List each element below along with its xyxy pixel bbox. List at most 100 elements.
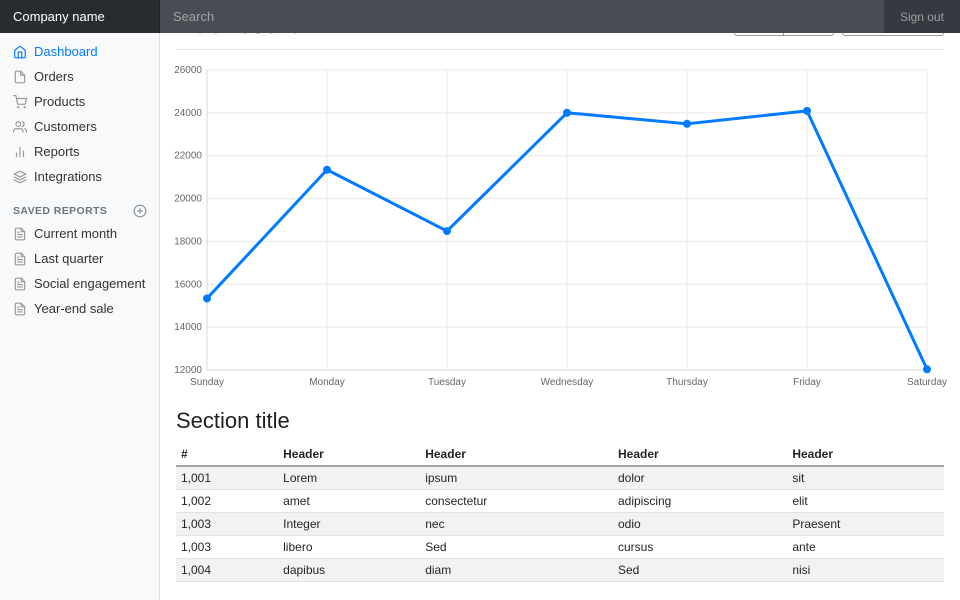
x-tick-label: Saturday bbox=[907, 377, 947, 388]
y-tick-label: 12000 bbox=[174, 365, 202, 376]
table-cell: Praesent bbox=[787, 512, 944, 536]
table-cell: elit bbox=[787, 489, 944, 513]
table-cell: nisi bbox=[787, 558, 944, 582]
y-tick-label: 14000 bbox=[174, 322, 202, 333]
saved-report-social-engagement[interactable]: Social engagement bbox=[0, 271, 160, 296]
sidebar-item-integrations[interactable]: Integrations bbox=[0, 164, 160, 189]
table-cell: dapibus bbox=[278, 558, 421, 582]
saved-report-label: Last quarter bbox=[34, 251, 104, 266]
section-title: Section title bbox=[176, 408, 290, 433]
table-row: 1,004 dapibus diam Sed nisi bbox=[176, 558, 944, 582]
data-point bbox=[323, 165, 331, 174]
table-row: 1,002 amet consectetur adipiscing elit bbox=[176, 489, 944, 513]
shopping-cart-icon bbox=[13, 94, 27, 109]
x-tick-label: Sunday bbox=[190, 377, 224, 388]
y-tick-label: 20000 bbox=[174, 194, 202, 205]
x-tick-label: Monday bbox=[309, 377, 345, 388]
table-cell: Sed bbox=[420, 535, 613, 559]
column-header: # bbox=[176, 443, 279, 467]
sidebar-item-label: Products bbox=[34, 94, 86, 109]
sidebar-item-dashboard[interactable]: Dashboard bbox=[0, 39, 160, 64]
x-tick-label: Thursday bbox=[666, 377, 708, 388]
data-point bbox=[803, 106, 811, 115]
table-cell: odio bbox=[612, 512, 788, 536]
data-point bbox=[443, 227, 451, 236]
column-header: Header bbox=[278, 443, 421, 467]
users-icon bbox=[13, 120, 27, 134]
column-header: Header bbox=[612, 443, 788, 467]
table-cell: dolor bbox=[612, 466, 788, 490]
saved-report-label: Social engagement bbox=[34, 276, 146, 291]
sidebar-item-label: Reports bbox=[34, 144, 80, 159]
x-tick-label: Tuesday bbox=[428, 377, 466, 388]
table-cell: adipiscing bbox=[612, 489, 788, 513]
brand-link[interactable]: Company name bbox=[0, 0, 160, 33]
x-tick-label: Wednesday bbox=[541, 377, 594, 388]
traffic-chart: 12000 14000 16000 18000 20000 22000 24000 26000… bbox=[174, 62, 947, 394]
saved-report-label: Current month bbox=[34, 226, 118, 241]
table-cell: 1,001 bbox=[176, 466, 279, 490]
sidebar-item-label: Customers bbox=[34, 119, 97, 134]
table-cell: 1,003 bbox=[176, 512, 279, 536]
file-icon bbox=[13, 70, 27, 84]
saved-report-label: Year-end sale bbox=[34, 301, 114, 316]
table-row: 1,003 libero Sed cursus ante bbox=[176, 535, 944, 559]
table-cell: ante bbox=[787, 535, 944, 559]
sidebar-item-reports[interactable]: Reports bbox=[0, 139, 160, 164]
column-header: Header bbox=[787, 443, 944, 467]
table-cell: ipsum bbox=[420, 466, 613, 490]
data-point bbox=[563, 108, 571, 117]
table-row: 1,003 Integer nec odio Praesent bbox=[176, 512, 944, 536]
table-cell: diam bbox=[420, 558, 613, 582]
sidebar-item-customers[interactable]: Customers bbox=[0, 114, 160, 139]
home-icon bbox=[13, 45, 27, 59]
y-tick-label: 24000 bbox=[174, 108, 202, 119]
table-cell: 1,004 bbox=[176, 558, 279, 582]
data-point bbox=[683, 119, 691, 128]
table-cell: amet bbox=[278, 489, 421, 513]
table-cell: Lorem bbox=[278, 466, 421, 490]
x-tick-label: Friday bbox=[793, 377, 821, 388]
table-cell: sit bbox=[787, 466, 944, 490]
plus-circle-icon[interactable] bbox=[133, 204, 147, 218]
data-table: # Header Header Header Header 1,001 Lorem ipsu… bbox=[176, 443, 944, 582]
search-input[interactable] bbox=[160, 0, 884, 33]
y-tick-label: 22000 bbox=[174, 151, 202, 162]
data-point bbox=[203, 294, 211, 303]
main-content: Dashboard Share Export This week 1200014… bbox=[160, 0, 960, 582]
layers-icon bbox=[13, 170, 27, 184]
table-cell: 1,003 bbox=[176, 535, 279, 559]
y-tick-label: 16000 bbox=[174, 279, 202, 290]
file-text-icon bbox=[13, 277, 27, 291]
sidebar-item-orders[interactable]: Orders bbox=[0, 64, 160, 89]
file-text-icon bbox=[13, 227, 27, 241]
data-point bbox=[923, 365, 931, 374]
table-cell: Integer bbox=[278, 512, 421, 536]
sidebar-nav: Dashboard Orders Products Customers Reports I… bbox=[0, 39, 160, 189]
sidebar-item-label: Integrations bbox=[34, 169, 102, 184]
saved-report-last-quarter[interactable]: Last quarter bbox=[0, 246, 160, 271]
table-cell: consectetur bbox=[420, 489, 613, 513]
table-cell: cursus bbox=[612, 535, 788, 559]
sidebar: Dashboard Orders Products Customers Reports I… bbox=[0, 33, 160, 600]
top-navbar: Company name Sign out bbox=[0, 0, 960, 33]
sign-out-link[interactable]: Sign out bbox=[899, 9, 944, 24]
saved-report-current-month[interactable]: Current month bbox=[0, 221, 160, 246]
table-row: 1,001 Lorem ipsum dolor sit bbox=[176, 466, 944, 490]
sidebar-item-label: Dashboard bbox=[34, 44, 98, 59]
saved-reports-heading-label: Saved reports bbox=[13, 205, 108, 217]
sidebar-item-label: Orders bbox=[34, 69, 74, 84]
table-cell: 1,002 bbox=[176, 489, 279, 513]
sidebar-item-products[interactable]: Products bbox=[0, 89, 160, 114]
y-tick-label: 26000 bbox=[174, 65, 202, 76]
file-text-icon bbox=[13, 252, 27, 266]
table-header-row: # Header Header Header Header bbox=[176, 443, 944, 467]
y-tick-label: 18000 bbox=[174, 236, 202, 247]
column-header: Header bbox=[420, 443, 613, 467]
table-cell: nec bbox=[420, 512, 613, 536]
table-cell: Sed bbox=[612, 558, 788, 582]
saved-reports-list: Current month Last quarter Social engageme… bbox=[0, 221, 160, 321]
saved-report-year-end-sale[interactable]: Year-end sale bbox=[0, 296, 160, 321]
table-cell: libero bbox=[278, 535, 421, 559]
traffic-chart-svg: 12000 14000 16000 18000 20000 22000 24000 26000… bbox=[174, 65, 947, 388]
